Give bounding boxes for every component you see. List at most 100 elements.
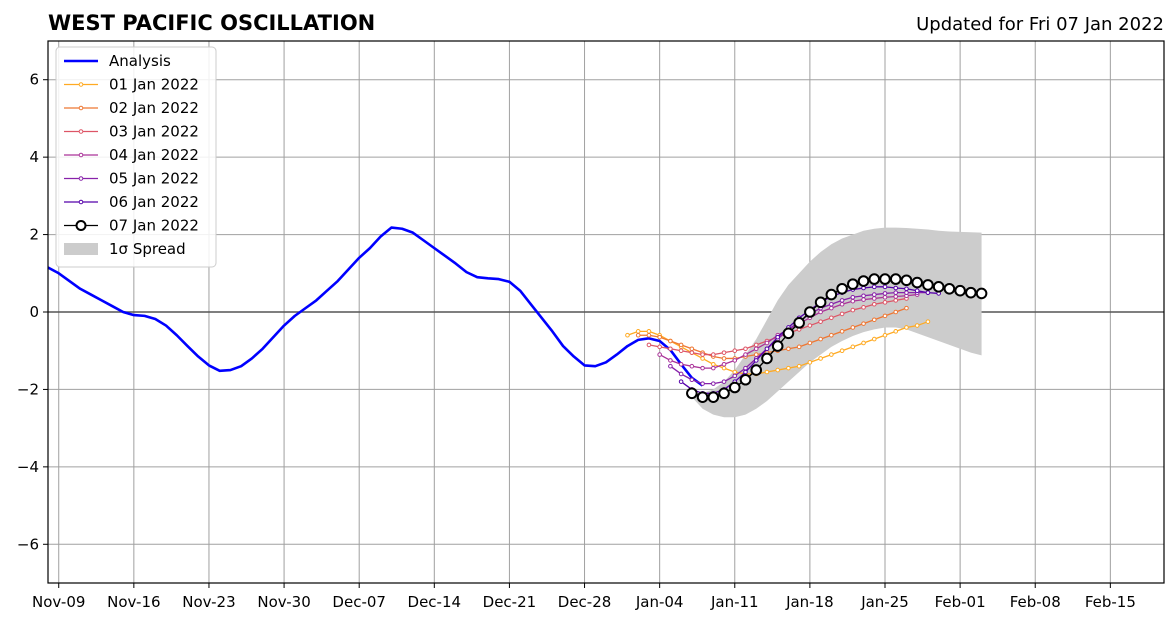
x-tick-label: Dec-28: [558, 593, 612, 611]
series-point: [657, 352, 662, 357]
series-point: [646, 332, 652, 338]
series-point: [889, 273, 902, 285]
series-point: [635, 332, 641, 338]
series-point: [914, 323, 920, 328]
series-point: [804, 306, 816, 318]
y-tick-label: −4: [17, 458, 39, 476]
series-point: [786, 346, 791, 352]
series-point: [904, 290, 909, 295]
series-point: [721, 361, 727, 367]
series-point: [743, 365, 748, 371]
legend-label: 02 Jan 2022: [109, 99, 199, 117]
axes: [43, 40, 1165, 588]
x-tick-label: Jan-11: [710, 593, 759, 611]
series-point: [793, 317, 805, 329]
series-point: [689, 363, 695, 369]
series-point: [668, 346, 673, 352]
series-point: [829, 315, 834, 321]
x-tick-label: Nov-16: [107, 593, 160, 611]
series-point: [646, 342, 652, 348]
series-point: [882, 294, 888, 300]
series-point: [829, 305, 834, 311]
series-point: [796, 344, 802, 350]
series-point: [861, 305, 866, 310]
series-point: [868, 273, 881, 285]
series-point: [861, 321, 866, 326]
series-point: [678, 379, 684, 384]
series-point: [818, 319, 823, 324]
y-tick-label: 6: [29, 71, 39, 89]
spread-band: [691, 227, 982, 418]
series-point: [829, 301, 834, 307]
series-point: [668, 338, 673, 344]
series-point: [764, 346, 770, 352]
legend-label: Analysis: [109, 52, 171, 70]
y-tick-label: 0: [29, 303, 39, 321]
x-tick-label: Nov-09: [32, 593, 85, 611]
series-point: [689, 350, 695, 355]
series-point: [914, 288, 920, 294]
x-tick-label: Dec-07: [332, 593, 386, 611]
x-tick-label: Dec-14: [408, 593, 462, 611]
series-point: [696, 391, 709, 403]
series-point: [829, 352, 834, 357]
x-tick-label: Feb-08: [1010, 593, 1061, 611]
series-point: [721, 379, 727, 384]
legend-marker: [78, 129, 84, 134]
series-point: [732, 348, 738, 354]
series-point: [657, 334, 662, 340]
series-point: [753, 358, 759, 363]
legend-label: 1σ Spread: [109, 240, 186, 258]
series-point: [721, 356, 727, 361]
y-tick-label: −2: [17, 380, 39, 398]
series-point: [753, 352, 759, 357]
series-point: [732, 369, 738, 375]
tick-labels: Nov-09 Nov-16 Nov-23 Nov-30 Dec-07 Dec-14 Dec-…: [17, 71, 1136, 611]
series-point: [871, 292, 877, 297]
series-point: [861, 340, 866, 346]
y-tick-label: 2: [29, 226, 39, 244]
series-point: [646, 329, 652, 334]
series-point: [836, 282, 848, 295]
series-point: [721, 365, 727, 371]
series-point: [764, 340, 770, 346]
series-point: [721, 350, 727, 355]
series-point: [786, 365, 791, 371]
series-point: [932, 281, 945, 293]
series-point: [750, 364, 763, 376]
series-point: [850, 344, 856, 350]
series-point: [871, 336, 877, 342]
series-point: [904, 286, 909, 292]
series-point: [782, 327, 795, 340]
series-point: [689, 346, 695, 352]
series-line: [47, 226, 704, 387]
series-point: [635, 329, 641, 334]
series-point: [728, 381, 741, 394]
legend-swatch: [64, 243, 98, 255]
series-lines: [47, 226, 988, 403]
series-point: [678, 348, 684, 354]
legend-marker: [78, 105, 84, 111]
legend-label: 04 Jan 2022: [109, 146, 199, 164]
series-point: [839, 298, 845, 303]
series-point: [711, 365, 716, 371]
series-point: [818, 356, 823, 361]
series-point: [732, 358, 738, 363]
series-point: [911, 276, 923, 289]
series-point: [807, 323, 813, 328]
x-tick-label: Feb-01: [935, 593, 986, 611]
series-point: [882, 284, 888, 290]
series-point: [761, 352, 773, 365]
series-point: [739, 373, 752, 386]
series-point: [686, 387, 698, 400]
series-point: [796, 363, 802, 369]
x-tick-label: Nov-23: [182, 593, 235, 611]
x-tick-label: Jan-04: [635, 593, 684, 611]
x-tick-label: Feb-15: [1085, 593, 1136, 611]
series-point: [718, 387, 730, 400]
legend-marker: [78, 199, 84, 205]
legend-label: 03 Jan 2022: [109, 123, 199, 141]
series-point: [861, 297, 866, 302]
